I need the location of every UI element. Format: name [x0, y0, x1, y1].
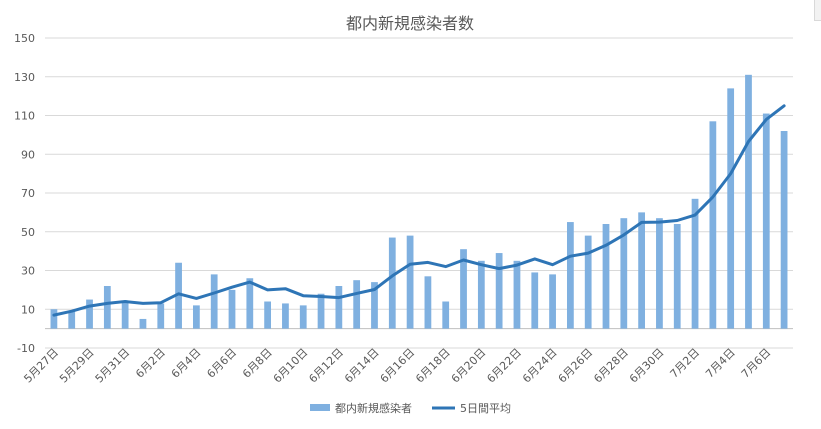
bar: [442, 301, 450, 329]
bar: [139, 318, 147, 329]
bar: [584, 235, 592, 329]
x-tick-label: 7月4日: [703, 346, 738, 381]
x-tick-label: 5月31日: [93, 346, 133, 386]
legend-bar-label: 都内新規感染者: [335, 401, 412, 415]
bar: [210, 274, 218, 329]
legend-line-label: 5日間平均: [460, 402, 511, 415]
bar: [727, 88, 735, 329]
chart-title: 都内新規感染者数: [346, 14, 474, 33]
bar: [602, 224, 610, 329]
average-line: [52, 104, 786, 317]
x-tick-label: 6月16日: [378, 346, 418, 386]
bar: [638, 212, 646, 329]
bar: [513, 260, 521, 329]
x-tick-label: 6月2日: [133, 346, 168, 381]
bar: [103, 286, 111, 329]
bar: [335, 286, 343, 329]
bar: [460, 249, 467, 329]
bar: [388, 237, 396, 329]
x-tick-label: 6月4日: [169, 346, 204, 381]
y-tick-label: 110: [14, 110, 35, 123]
x-tick-label: 7月6日: [739, 346, 774, 381]
bar: [477, 260, 485, 329]
x-tick-label: 6月20日: [449, 346, 489, 386]
bar: [50, 309, 58, 329]
bar: [691, 198, 699, 329]
bar: [192, 305, 200, 329]
x-tick-label: 6月8日: [240, 346, 275, 381]
bar: [673, 224, 681, 329]
x-tick-label: 6月18日: [413, 346, 453, 386]
grid-lines: [45, 37, 793, 349]
x-tick-label: 6月22日: [484, 346, 524, 386]
y-tick-label: 150: [14, 32, 35, 45]
window-edge-tab: [814, 0, 821, 21]
y-axis: -10 10 30 50 70 90 110 130 150: [14, 32, 35, 355]
bar: [86, 299, 93, 329]
line-series: [52, 104, 786, 317]
bar: [709, 121, 717, 329]
bar: [264, 301, 272, 329]
bar: [424, 276, 432, 329]
y-tick-label: 130: [14, 71, 35, 84]
x-tick-label: 5月29日: [57, 346, 97, 386]
x-tick-label: 6月26日: [556, 346, 596, 386]
bar-series: [50, 74, 788, 329]
bar: [282, 303, 289, 329]
bar: [495, 253, 503, 329]
x-tick-label: 6月24日: [520, 346, 560, 386]
bar: [780, 131, 788, 329]
bar: [549, 274, 556, 329]
bar: [317, 293, 325, 329]
y-tick-label: -10: [17, 342, 35, 355]
x-tick-label: 6月6日: [204, 346, 239, 381]
y-tick-label: 50: [21, 226, 35, 239]
bar: [353, 280, 361, 329]
y-tick-label: 90: [21, 148, 35, 161]
y-tick-label: 30: [21, 265, 35, 278]
bar: [175, 262, 182, 329]
bar: [68, 311, 76, 329]
legend: 都内新規感染者 5日間平均: [310, 401, 511, 415]
bar: [371, 282, 378, 329]
x-tick-label: 6月12日: [306, 346, 346, 386]
bar: [406, 235, 414, 329]
x-tick-label: 6月28日: [591, 346, 631, 386]
y-tick-label: 10: [21, 303, 35, 316]
x-tick-label: 6月30日: [627, 346, 667, 386]
bar: [246, 278, 254, 329]
bar: [157, 303, 165, 329]
legend-bar-swatch: [310, 404, 330, 411]
x-tick-label: 6月10日: [271, 346, 311, 386]
bar: [531, 272, 539, 329]
x-tick-label: 6月14日: [342, 346, 382, 386]
bar: [299, 305, 307, 329]
y-tick-label: 70: [21, 187, 35, 200]
bar: [620, 218, 628, 329]
bar: [745, 74, 752, 329]
bar: [762, 113, 770, 329]
bar: [121, 301, 129, 329]
bar: [228, 289, 236, 329]
bar: [656, 218, 663, 329]
x-tick-label: 7月2日: [668, 346, 703, 381]
bar: [566, 222, 574, 329]
